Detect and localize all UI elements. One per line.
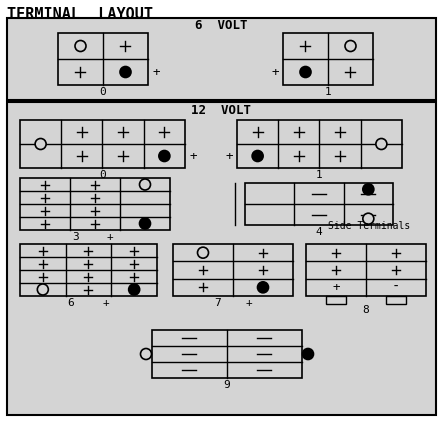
Circle shape <box>257 282 268 293</box>
Text: 9: 9 <box>224 380 230 390</box>
Bar <box>20 120 185 168</box>
Text: 3: 3 <box>72 232 79 242</box>
Text: Side Terminals: Side Terminals <box>328 221 410 231</box>
Bar <box>20 244 157 296</box>
Text: -: - <box>392 280 400 294</box>
Circle shape <box>120 66 131 78</box>
Text: TERMINAL  LAYOUT: TERMINAL LAYOUT <box>7 7 153 22</box>
Bar <box>58 33 148 85</box>
Circle shape <box>300 66 311 78</box>
Text: 1: 1 <box>316 170 323 180</box>
Bar <box>326 296 346 304</box>
Bar <box>152 330 302 378</box>
Bar <box>386 296 406 304</box>
Text: 7: 7 <box>214 298 221 308</box>
Text: +: + <box>189 149 197 163</box>
Circle shape <box>140 218 151 229</box>
Bar <box>7 102 436 415</box>
Bar <box>283 33 373 85</box>
Text: 12  VOLT: 12 VOLT <box>191 104 251 117</box>
Text: +: + <box>271 66 279 78</box>
Circle shape <box>252 151 263 162</box>
Circle shape <box>37 284 48 295</box>
Text: 0: 0 <box>99 170 106 180</box>
Circle shape <box>75 40 86 51</box>
Text: +: + <box>225 149 233 163</box>
Text: 1: 1 <box>325 87 331 97</box>
Circle shape <box>363 184 374 195</box>
Text: 0: 0 <box>100 87 106 97</box>
Bar <box>7 18 436 100</box>
Bar <box>306 244 426 296</box>
Bar <box>20 178 170 230</box>
Text: +: + <box>103 298 110 308</box>
Circle shape <box>140 349 152 360</box>
Text: +: + <box>152 66 160 78</box>
Circle shape <box>363 213 374 224</box>
Circle shape <box>198 247 209 258</box>
Text: 6: 6 <box>67 298 74 308</box>
Text: +: + <box>332 281 340 294</box>
Text: 8: 8 <box>363 305 369 315</box>
Circle shape <box>35 139 46 149</box>
Circle shape <box>159 151 170 162</box>
Text: 6  VOLT: 6 VOLT <box>195 19 247 31</box>
Circle shape <box>128 284 140 295</box>
Text: +: + <box>107 232 113 242</box>
Circle shape <box>376 139 387 149</box>
Text: 4: 4 <box>315 227 323 237</box>
Bar <box>237 120 402 168</box>
Circle shape <box>140 179 151 190</box>
Bar <box>245 183 393 225</box>
Bar <box>173 244 293 296</box>
Text: +: + <box>245 298 252 308</box>
Circle shape <box>303 349 314 360</box>
Circle shape <box>345 40 356 51</box>
